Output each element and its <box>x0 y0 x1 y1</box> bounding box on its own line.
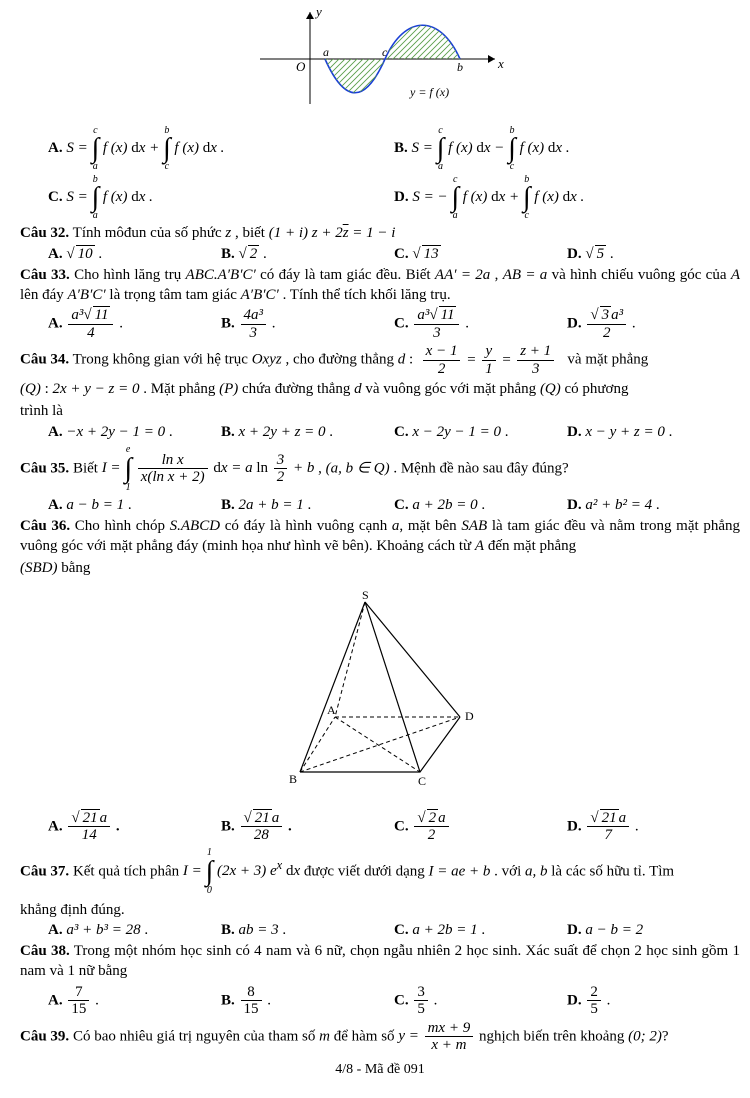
q32-choices: A. 10 . B. 2 . C. 13 D. 5 . <box>20 246 740 263</box>
q31-graph: y x O a c b y = f (x) <box>20 4 740 119</box>
pt-a: a <box>323 45 329 59</box>
axis-x-label: x <box>497 56 504 71</box>
q37-text: Câu 37. Kết quả tích phân I = 1∫0 (2x + … <box>20 846 740 898</box>
q34-text: Câu 34. Trong không gian với hệ trục Oxy… <box>20 343 740 377</box>
curve-label: y = f (x) <box>409 85 449 99</box>
axis-y-label: y <box>314 4 322 19</box>
q33-text: Câu 33. Cho hình lăng trụ ABC.A′B′C′ có … <box>20 265 740 306</box>
svg-text:A: A <box>327 703 336 717</box>
q39-text: Câu 39. Có bao nhiêu giá trị nguyên của … <box>20 1020 740 1054</box>
svg-text:S: S <box>362 588 369 602</box>
svg-text:C: C <box>418 774 426 788</box>
q37-text-2: khẳng định đúng. <box>20 900 740 920</box>
q35-choices: A. a − b = 1 . B. 2a + b = 1 . C. a + 2b… <box>20 497 740 514</box>
q36-text: Câu 36. Cho hình chóp S.ABCD có đáy là h… <box>20 516 740 557</box>
q32-text: Câu 32. Tính môđun của số phức z , biết … <box>20 223 740 243</box>
q33-choices: A. a³114 . B. 4a³3 . C. a³113 . D. 3a³2 … <box>20 307 740 341</box>
q34-text-3: trình là <box>20 401 740 421</box>
q31-choices-row2: C. S = b∫a f (x) dx . D. S = − c∫a f (x)… <box>20 174 740 221</box>
q36-text-2: (SBD) bằng <box>20 558 740 578</box>
q35-text: Câu 35. Biết I = e∫1 ln xx(ln x + 2) dx … <box>20 443 740 495</box>
origin-label: O <box>296 59 306 74</box>
exam-page: y x O a c b y = f (x) A. S = c∫a f (x) d… <box>0 0 750 1098</box>
q34-choices: A. −x + 2y − 1 = 0 . B. x + 2y + z = 0 .… <box>20 424 740 441</box>
q36-pyramid: S A B C D <box>20 587 740 802</box>
q31-choices-row1: A. S = c∫a f (x) dx + b∫c f (x) dx . B. … <box>20 125 740 172</box>
svg-text:D: D <box>465 709 474 723</box>
q37-choices: A. a³ + b³ = 28 . B. ab = 3 . C. a + 2b … <box>20 922 740 939</box>
q36-choices: A. 21a14 . B. 21a28 . C. 2a2 D. 21a7 . <box>20 810 740 844</box>
pt-b: b <box>457 60 463 74</box>
q38-choices: A. 715 . B. 815 . C. 35 . D. 25 . <box>20 984 740 1018</box>
svg-text:B: B <box>289 772 297 786</box>
pt-c: c <box>382 45 388 59</box>
q34-text-2: (Q) : 2x + y − z = 0 . Mặt phẳng (P) chứ… <box>20 379 740 399</box>
q38-text: Câu 38. Trong một nhóm học sinh có 4 nam… <box>20 941 740 982</box>
